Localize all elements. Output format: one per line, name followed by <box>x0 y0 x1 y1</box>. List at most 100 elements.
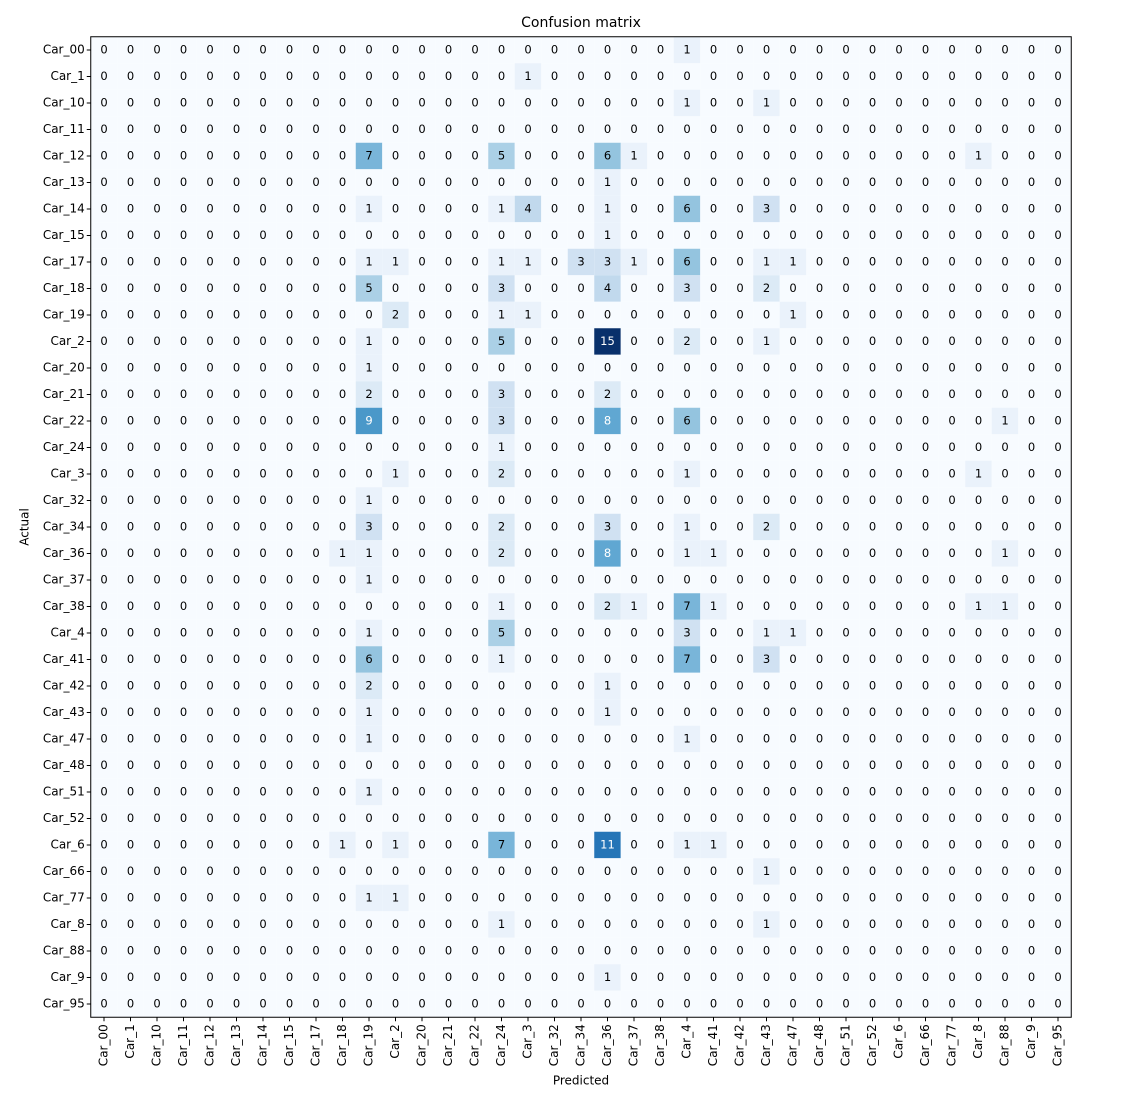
cell <box>567 566 595 594</box>
cell-value: 0 <box>577 414 584 428</box>
cell <box>938 169 966 196</box>
cell-value: 0 <box>233 281 240 295</box>
cell <box>488 275 515 302</box>
cell <box>912 354 939 382</box>
cell <box>965 63 992 90</box>
cell <box>170 275 197 302</box>
cell <box>700 672 727 700</box>
cell <box>806 301 833 329</box>
cell <box>1018 142 1045 170</box>
cell <box>620 354 648 382</box>
cell <box>355 646 383 673</box>
cell <box>806 513 833 541</box>
cell <box>726 752 754 779</box>
cell <box>806 487 833 514</box>
cell-value: 0 <box>895 758 902 772</box>
cell-value: 0 <box>657 467 664 481</box>
cell-value: 0 <box>418 997 425 1011</box>
cell-value: 0 <box>551 838 558 852</box>
cell-value: 0 <box>392 546 399 560</box>
cell <box>1044 248 1072 276</box>
cell-value: 0 <box>180 626 187 640</box>
cell-value: 0 <box>1001 652 1008 666</box>
cell-value: 0 <box>286 864 293 878</box>
cell <box>541 566 568 594</box>
cell-value: 0 <box>577 891 584 905</box>
cell-value: 0 <box>100 997 107 1011</box>
cell <box>1018 301 1045 329</box>
cell-value: 0 <box>630 520 637 534</box>
cell-value: 0 <box>471 414 478 428</box>
cell-value: 0 <box>842 811 849 825</box>
cell-value: 0 <box>604 361 611 375</box>
cell <box>117 831 144 859</box>
cell-value: 0 <box>763 732 770 746</box>
cell-value: 0 <box>312 43 319 57</box>
cell <box>938 752 966 779</box>
cell <box>700 116 727 143</box>
cell-value: 3 <box>498 387 505 401</box>
cell <box>276 381 303 408</box>
cell-value: 0 <box>471 599 478 613</box>
cell-value: 1 <box>1001 414 1008 428</box>
cell <box>514 275 542 302</box>
cell <box>726 831 754 859</box>
cell <box>117 434 144 461</box>
cell <box>938 699 966 726</box>
cell <box>991 169 1019 196</box>
cell <box>196 36 224 64</box>
cell <box>726 990 754 1018</box>
cell-value: 0 <box>1028 228 1035 242</box>
cell <box>885 619 913 647</box>
cell-value: 0 <box>365 997 372 1011</box>
x-tick-label: Car_4 <box>680 1024 694 1058</box>
cell <box>435 301 462 329</box>
cell-value: 0 <box>763 414 770 428</box>
cell <box>382 328 409 355</box>
cell-value: 0 <box>418 361 425 375</box>
cell-value: 0 <box>233 626 240 640</box>
cell <box>1044 381 1072 408</box>
cell <box>408 672 436 700</box>
cell <box>991 672 1019 700</box>
cell-value: 0 <box>100 944 107 958</box>
cell-value: 0 <box>1054 122 1061 136</box>
cell <box>170 778 197 806</box>
cell <box>647 116 674 143</box>
cell <box>832 646 860 673</box>
x-tick-label: Car_17 <box>309 1024 323 1066</box>
cell <box>196 407 224 435</box>
cell <box>329 354 356 382</box>
cell <box>912 566 939 594</box>
cell <box>1018 248 1045 276</box>
cell <box>779 858 807 885</box>
cell-value: 0 <box>975 997 982 1011</box>
cell <box>223 407 250 435</box>
cell <box>196 434 224 461</box>
cell <box>461 646 489 673</box>
cell-value: 0 <box>577 679 584 693</box>
cell <box>302 513 330 541</box>
cell <box>514 805 542 832</box>
cell-value: 0 <box>816 43 823 57</box>
cell <box>832 248 860 276</box>
cell <box>700 328 727 355</box>
cell-value: 0 <box>948 122 955 136</box>
cell-value: 0 <box>180 308 187 322</box>
cell-value: 0 <box>922 228 929 242</box>
cell <box>514 195 542 223</box>
cell-value: 0 <box>365 811 372 825</box>
cell <box>223 752 250 779</box>
cell-value: 0 <box>206 785 213 799</box>
cell-value: 0 <box>1028 175 1035 189</box>
cell-value: 0 <box>471 175 478 189</box>
cell <box>726 460 754 488</box>
cell <box>991 725 1019 753</box>
cell-value: 0 <box>180 705 187 719</box>
cell-value: 0 <box>1054 493 1061 507</box>
cell <box>1018 354 1045 382</box>
cell <box>753 169 780 196</box>
cell-value: 0 <box>180 758 187 772</box>
cell <box>382 222 409 249</box>
cell-value: 0 <box>842 652 849 666</box>
